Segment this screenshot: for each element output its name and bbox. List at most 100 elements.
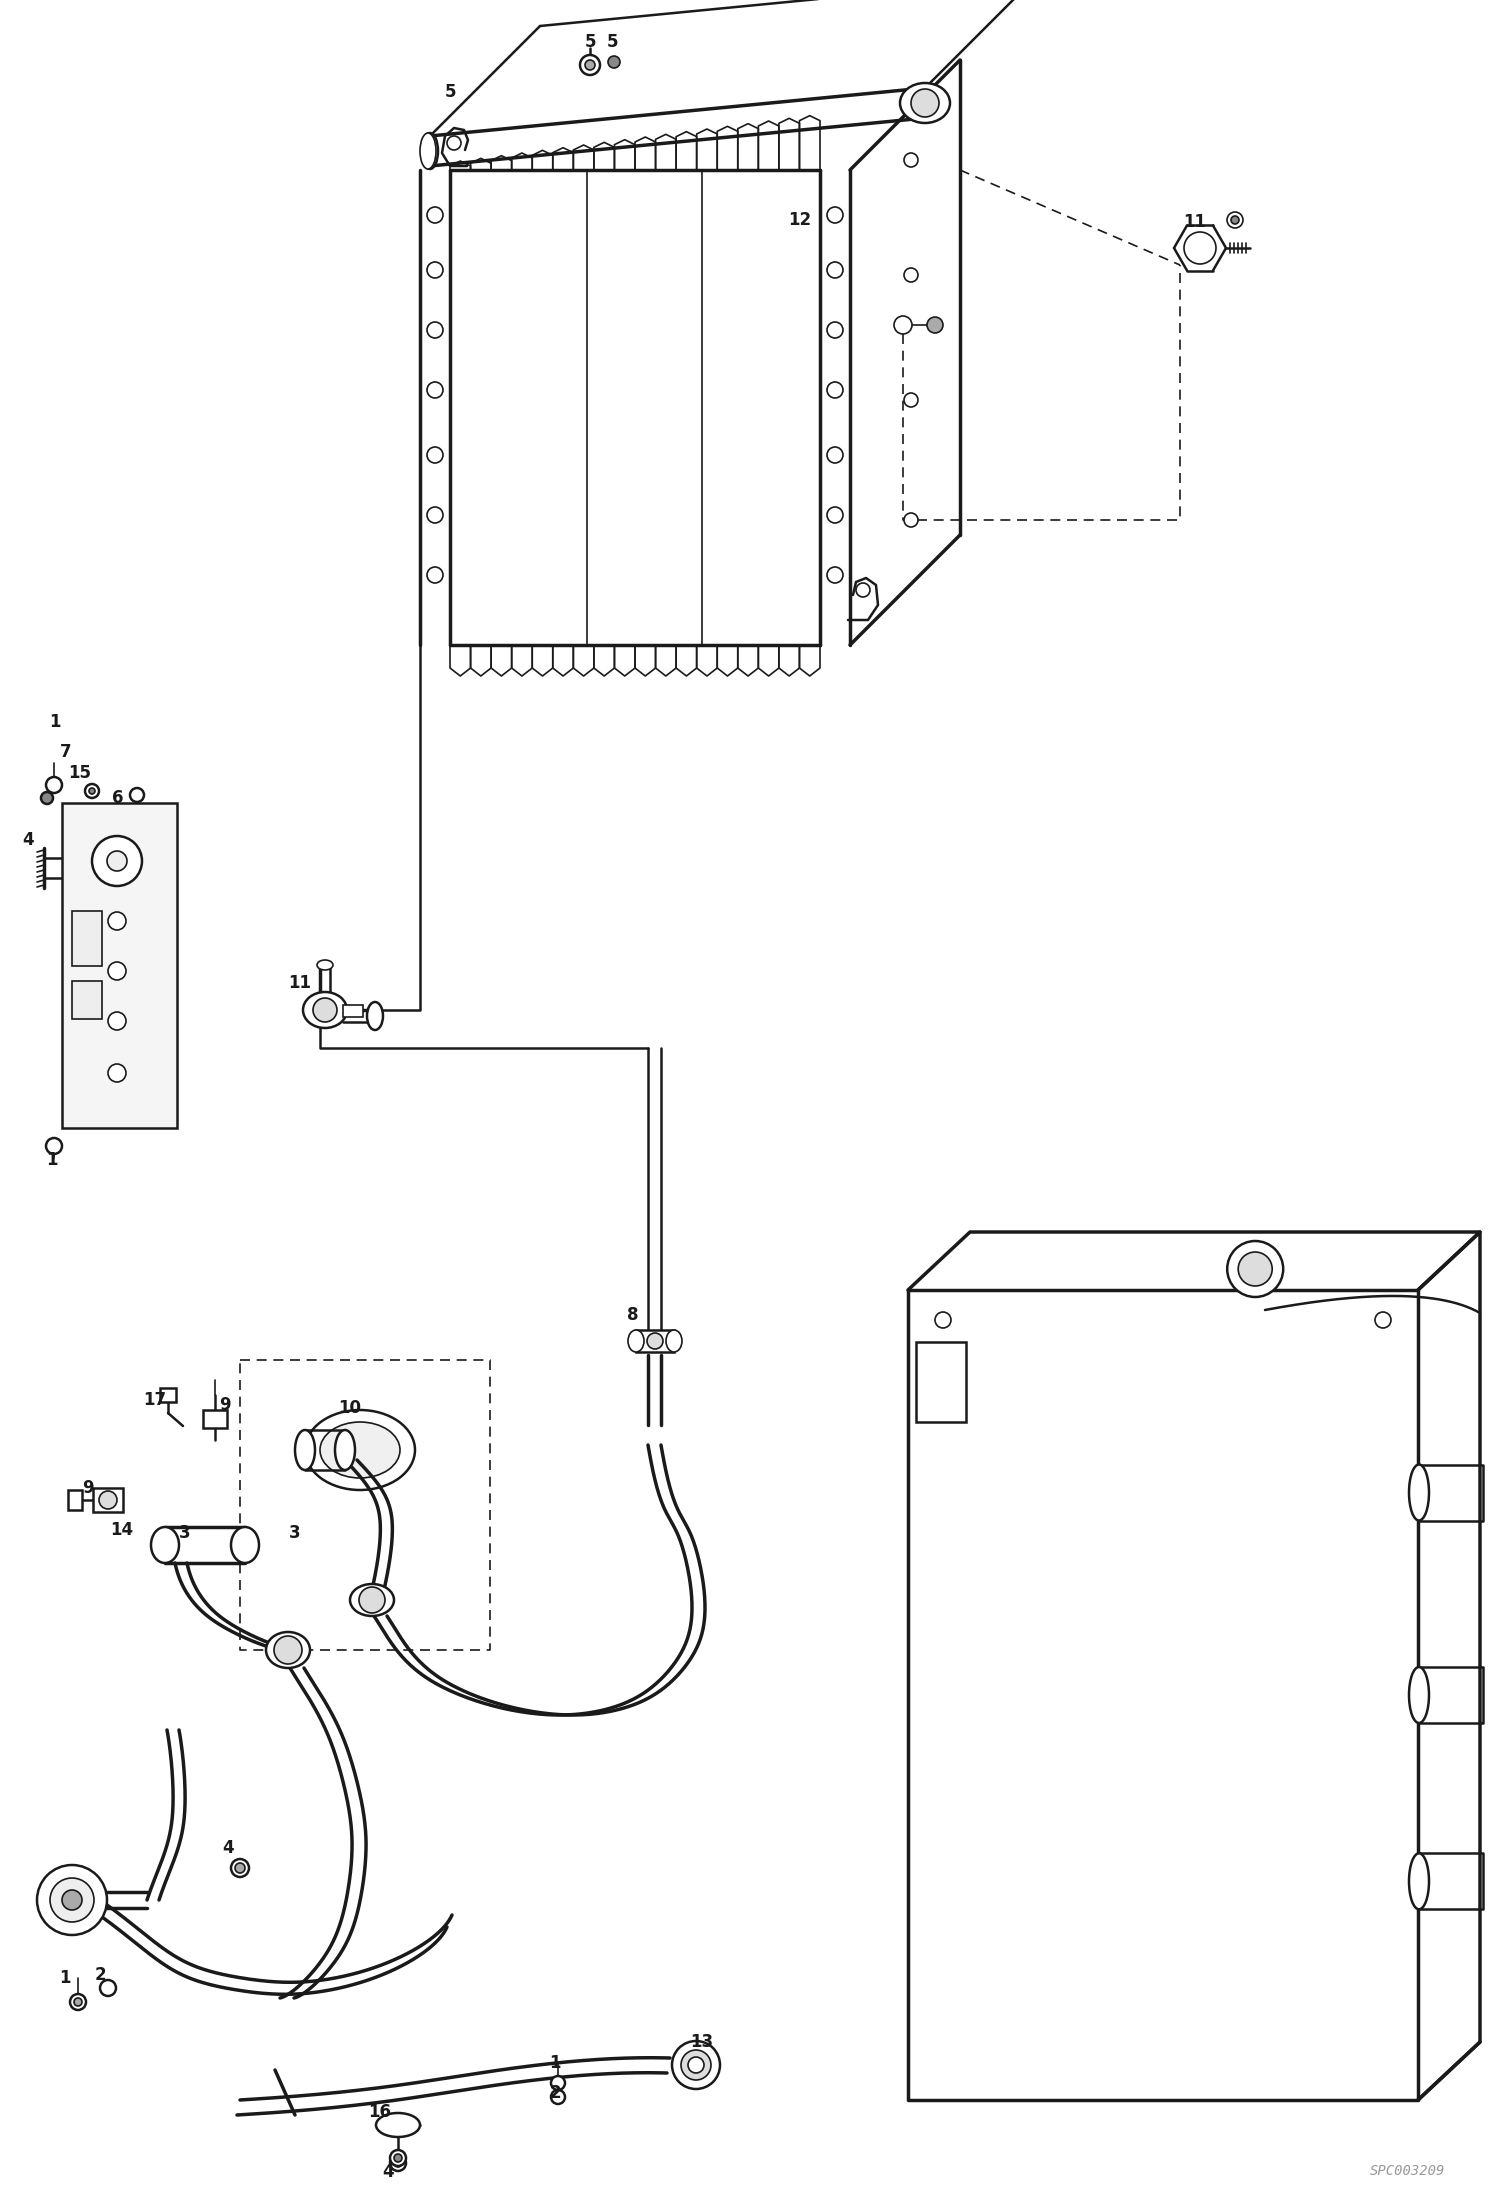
Text: 1: 1 xyxy=(46,1152,58,1169)
Circle shape xyxy=(394,2155,401,2161)
Bar xyxy=(72,981,102,1018)
Circle shape xyxy=(1227,1242,1284,1297)
Circle shape xyxy=(827,261,843,279)
Circle shape xyxy=(903,513,918,527)
Circle shape xyxy=(313,998,337,1022)
Circle shape xyxy=(100,1979,115,1997)
Text: 1: 1 xyxy=(550,2054,560,2071)
Circle shape xyxy=(682,2049,712,2080)
Text: 2: 2 xyxy=(550,2084,560,2102)
Circle shape xyxy=(827,448,843,463)
Circle shape xyxy=(85,783,99,799)
Bar xyxy=(93,1488,123,1512)
Circle shape xyxy=(427,566,443,584)
Circle shape xyxy=(903,154,918,167)
Circle shape xyxy=(903,268,918,283)
Ellipse shape xyxy=(376,2113,419,2137)
Text: SPC003209: SPC003209 xyxy=(1369,2163,1446,2179)
Text: 4: 4 xyxy=(22,832,34,849)
Circle shape xyxy=(608,57,620,68)
Circle shape xyxy=(108,913,126,930)
Circle shape xyxy=(61,1889,82,1911)
Circle shape xyxy=(827,382,843,397)
Ellipse shape xyxy=(351,1584,394,1617)
Bar xyxy=(61,803,177,1128)
Circle shape xyxy=(551,2076,565,2091)
Text: 16: 16 xyxy=(369,2104,391,2122)
Text: 13: 13 xyxy=(691,2034,713,2051)
Ellipse shape xyxy=(318,961,333,970)
Text: 3: 3 xyxy=(289,1525,301,1542)
Text: 5: 5 xyxy=(607,33,617,50)
Circle shape xyxy=(70,1994,85,2010)
Text: 8: 8 xyxy=(628,1305,638,1323)
Circle shape xyxy=(1231,215,1239,224)
Text: 2: 2 xyxy=(94,1966,106,1983)
Text: 3: 3 xyxy=(180,1525,190,1542)
Circle shape xyxy=(427,382,443,397)
Circle shape xyxy=(1183,233,1216,263)
Circle shape xyxy=(73,1999,82,2005)
Ellipse shape xyxy=(336,1430,355,1470)
Bar xyxy=(160,1389,175,1402)
Circle shape xyxy=(551,2091,565,2104)
Circle shape xyxy=(389,2150,406,2165)
Ellipse shape xyxy=(231,1527,259,1562)
Circle shape xyxy=(99,1492,117,1509)
Circle shape xyxy=(855,584,870,597)
Circle shape xyxy=(827,507,843,522)
Circle shape xyxy=(427,507,443,522)
Ellipse shape xyxy=(628,1330,644,1352)
Ellipse shape xyxy=(1410,1466,1429,1520)
Bar xyxy=(637,1330,674,1352)
Circle shape xyxy=(106,851,127,871)
Circle shape xyxy=(586,59,595,70)
Circle shape xyxy=(935,1312,951,1327)
Ellipse shape xyxy=(422,134,437,169)
Text: 14: 14 xyxy=(111,1520,133,1538)
Circle shape xyxy=(108,1064,126,1082)
Circle shape xyxy=(130,788,144,803)
Text: 4: 4 xyxy=(222,1839,234,1856)
Text: 11: 11 xyxy=(1183,213,1206,230)
Text: 11: 11 xyxy=(289,974,312,992)
Circle shape xyxy=(427,323,443,338)
Circle shape xyxy=(108,1011,126,1029)
Text: 10: 10 xyxy=(339,1400,361,1417)
Circle shape xyxy=(46,1139,61,1154)
Circle shape xyxy=(903,393,918,408)
Circle shape xyxy=(360,1586,385,1613)
Circle shape xyxy=(673,2040,721,2089)
Text: 12: 12 xyxy=(788,211,812,228)
Circle shape xyxy=(647,1334,664,1349)
Circle shape xyxy=(1375,1312,1392,1327)
Circle shape xyxy=(1227,213,1243,228)
Circle shape xyxy=(88,788,94,794)
Text: 5: 5 xyxy=(445,83,455,101)
Circle shape xyxy=(446,136,461,149)
Ellipse shape xyxy=(419,134,436,169)
Text: 9: 9 xyxy=(82,1479,94,1496)
Bar xyxy=(204,1411,228,1428)
Circle shape xyxy=(427,206,443,224)
Circle shape xyxy=(394,2159,401,2168)
Bar xyxy=(67,1490,82,1509)
Text: 9: 9 xyxy=(219,1395,231,1413)
Circle shape xyxy=(389,2155,406,2172)
Circle shape xyxy=(827,323,843,338)
Circle shape xyxy=(91,836,142,886)
Ellipse shape xyxy=(367,1003,383,1029)
Ellipse shape xyxy=(151,1527,178,1562)
Circle shape xyxy=(49,1878,94,1922)
Circle shape xyxy=(231,1858,249,1878)
Ellipse shape xyxy=(295,1430,315,1470)
Circle shape xyxy=(911,90,939,116)
Text: 17: 17 xyxy=(144,1391,166,1409)
Circle shape xyxy=(40,792,52,803)
Ellipse shape xyxy=(306,1411,415,1490)
Circle shape xyxy=(235,1863,246,1874)
Ellipse shape xyxy=(900,83,950,123)
Text: 1: 1 xyxy=(49,713,61,731)
Text: 5: 5 xyxy=(584,33,596,50)
Text: 6: 6 xyxy=(112,790,124,807)
